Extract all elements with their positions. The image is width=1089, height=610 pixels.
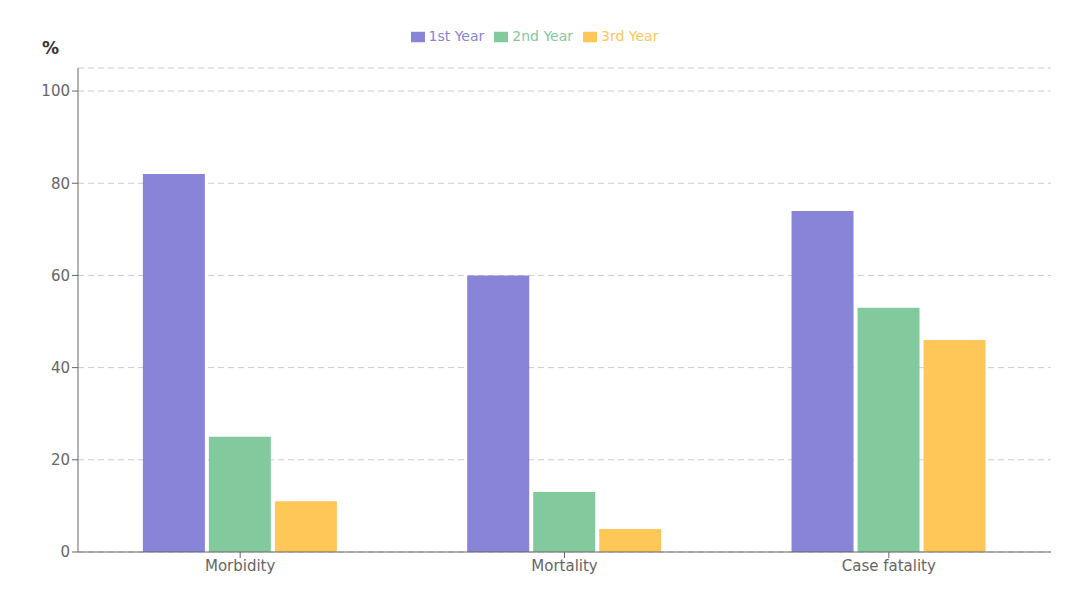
html-text:2nd Year: 2nd Year [512, 28, 574, 44]
svg-text:20: 20 [51, 451, 70, 469]
svg-text:60: 60 [51, 267, 70, 285]
svg-text:0: 0 [60, 543, 70, 561]
svg-text:80: 80 [51, 175, 70, 193]
svg-text:Morbidity: Morbidity [205, 557, 276, 575]
svg-text:100: 100 [41, 82, 70, 100]
svg-text:40: 40 [51, 359, 70, 377]
svg-text:Mortality: Mortality [531, 557, 598, 575]
html-text:3rd Year: 3rd Year [601, 28, 659, 44]
svg-text:Case fatality: Case fatality [842, 557, 936, 575]
html-text:1st Year: 1st Year [428, 28, 485, 44]
